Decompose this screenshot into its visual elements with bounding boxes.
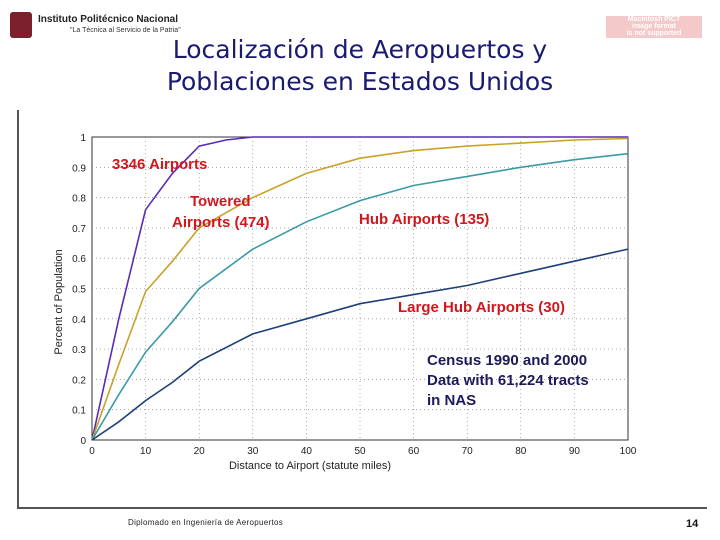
x-tick-label: 60 [408,446,420,457]
title-line-1: Localización de Aeropuertos y [172,35,548,64]
y-tick-label: 0.6 [72,254,86,265]
y-tick-label: 0.4 [72,315,86,326]
x-tick-label: 70 [462,446,474,457]
x-tick-label: 90 [569,446,581,457]
x-tick-label: 100 [620,446,637,457]
annotation-towered-line1: Towered [190,193,251,210]
chart-grid [91,136,629,441]
page-number: 14 [686,518,699,530]
slide-left-rule [17,110,19,508]
y-axis-label: Percent of Population [53,249,65,354]
annotation-census-line2: Data with 61,224 tracts [427,372,589,389]
title-line-2: Poblaciones en Estados Unidos [166,67,554,96]
annotation-towered-line2: Airports (474) [172,214,270,231]
chart-series [91,136,629,441]
annotation-census-line3: in NAS [427,392,476,409]
y-tick-label: 1 [80,133,86,144]
y-tick-label: 0.5 [72,285,86,296]
population-distance-chart: 0 10 20 30 40 50 60 70 80 90 100 0 0.1 0.2 0.3 0.4 0.5 0.… [53,133,637,472]
annotation-hub-airports: Hub Airports (135) [359,211,489,228]
y-tick-label: 0.8 [72,194,86,205]
series-line-hub-airports-135 [91,152,629,441]
x-tick-label: 80 [515,446,527,457]
slide-bottom-rule [17,507,707,509]
unsupported-image-stamp: Macintosh PICT image format is not suppo… [606,16,702,38]
crest-icon [10,12,32,38]
y-tick-label: 0 [80,436,86,447]
x-tick-label: 40 [301,446,313,457]
annotation-large-hub: Large Hub Airports (30) [398,299,565,316]
y-tick-label: 0.1 [72,406,86,417]
institution-name: Instituto Politécnico Nacional [38,14,179,25]
x-tick-label: 0 [89,446,95,457]
series-line-towered-airports-474 [91,137,629,441]
y-tick-label: 0.2 [72,375,86,386]
y-tick-label: 0.9 [72,163,86,174]
x-tick-label: 10 [140,446,152,457]
series-line-3346-airports [91,136,628,441]
x-axis-label: Distance to Airport (statute miles) [229,460,391,472]
y-tick-label: 0.7 [72,224,86,235]
institution-logo: Instituto Politécnico Nacional "La Técni… [10,12,181,40]
x-tick-label: 50 [354,446,366,457]
slide-footer: Diplomado en Ingeniería de Aeropuertos [128,518,284,527]
institution-motto: "La Técnica al Servicio de la Patria" [70,27,181,34]
y-tick-label: 0.3 [72,345,86,356]
x-tick-label: 30 [247,446,259,457]
x-tick-label: 20 [194,446,206,457]
chart-ticks: 0 10 20 30 40 50 60 70 80 90 100 0 0.1 0.2 0.3 0.4 0.5 0.… [72,133,637,457]
annotation-3346-airports: 3346 Airports [112,156,207,173]
annotation-census-line1: Census 1990 and 2000 [427,352,587,369]
series-line-large-hub-airports-30 [91,248,629,441]
slide-title: Localización de Aeropuertos y Poblacione… [100,34,620,98]
